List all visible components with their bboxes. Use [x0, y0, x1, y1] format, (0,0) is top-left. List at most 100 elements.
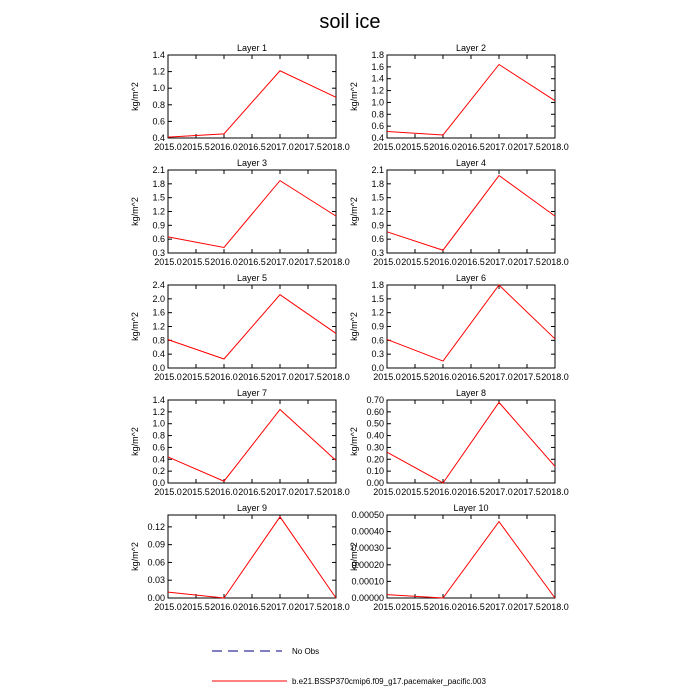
panel-9-ytick-label: 0.06	[147, 557, 165, 567]
panel-4-xtick-label: 2016.0	[429, 257, 457, 267]
panel-3-ytick-label: 2.1	[152, 165, 165, 175]
panel-9-ytick-label: 0.00	[147, 593, 165, 603]
panel-2-ylabel: kg/m^2	[349, 82, 359, 111]
panel-6-frame	[386, 284, 556, 369]
panel-10-xtick-label: 2015.0	[373, 602, 401, 612]
panel-1-series-line	[167, 70, 337, 138]
panel-9-xtick-label: 2018.0	[322, 602, 350, 612]
panel-5-xtick-label: 2015.5	[182, 372, 210, 382]
panel-10-ytick-label: 0.00050	[351, 510, 384, 520]
panel-4-title: Layer 4	[456, 158, 486, 168]
panel-1-frame	[167, 54, 337, 139]
panel-3-ytick-label: 0.9	[152, 220, 165, 230]
panel-2-ytick-label: 1.2	[371, 86, 384, 96]
panel-2-title: Layer 2	[456, 43, 486, 53]
panel-9-series-line	[167, 515, 337, 599]
panel-4-ytick-label: 0.3	[371, 248, 384, 258]
panel-5-ytick-label: 0.8	[152, 335, 165, 345]
panel-4-ytick-label: 0.6	[371, 234, 384, 244]
panel-8-ytick-label: 0.70	[366, 395, 384, 405]
panel-7-xtick-label: 2015.5	[182, 487, 210, 497]
panel-9-ytick-label: 0.12	[147, 522, 165, 532]
panel-7-ytick-label: 0.4	[152, 454, 165, 464]
panel-10-xtick-label: 2016.0	[429, 602, 457, 612]
panel-2-xtick-label: 2015.0	[373, 142, 401, 152]
panel-5-series-line	[167, 294, 337, 360]
panel-5-xtick-label: 2016.0	[210, 372, 238, 382]
panel-5-xtick-label: 2016.5	[238, 372, 266, 382]
panel-3-xtick-label: 2017.0	[266, 257, 294, 267]
panel-9-ylabel: kg/m^2	[130, 542, 140, 571]
panel-10-xtick-label: 2018.0	[541, 602, 569, 612]
figure-title: soil ice	[319, 11, 380, 33]
panel-7-ytick-label: 1.2	[152, 407, 165, 417]
panel-1-xtick-label: 2017.5	[294, 142, 322, 152]
panel-1-xtick-label: 2016.5	[238, 142, 266, 152]
panel-6-series-line	[386, 284, 556, 362]
panel-3-title: Layer 3	[237, 158, 267, 168]
panel-3-xtick-label: 2016.0	[210, 257, 238, 267]
panel-6-title: Layer 6	[456, 273, 486, 283]
panel-5-ytick-label: 2.4	[152, 280, 165, 290]
panel-5-ytick-label: 1.2	[152, 322, 165, 332]
panel-3-xtick-label: 2016.5	[238, 257, 266, 267]
legend-model-label: b.e21.BSSP370cmip6.f09_g17.pacemaker_pac…	[292, 677, 486, 686]
panel-6-ytick-label: 1.2	[371, 308, 384, 318]
panel-7-series-line	[167, 408, 337, 482]
panel-10-xtick-label: 2017.5	[513, 602, 541, 612]
panel-6-xtick-label: 2015.5	[401, 372, 429, 382]
panel-7-ylabel: kg/m^2	[130, 427, 140, 456]
panel-6-xtick-label: 2017.0	[485, 372, 513, 382]
panel-1-xtick-label: 2016.0	[210, 142, 238, 152]
panel-10-xtick-label: 2016.5	[457, 602, 485, 612]
panel-3-ytick-label: 1.8	[152, 179, 165, 189]
panel-2-ytick-label: 1.8	[371, 50, 384, 60]
panel-9-ytick-label: 0.03	[147, 575, 165, 585]
panel-2-ytick-label: 1.0	[371, 97, 384, 107]
panel-6-ytick-label: 0.6	[371, 335, 384, 345]
panel-8-xtick-label: 2017.0	[485, 487, 513, 497]
panel-5-ytick-label: 0.0	[152, 363, 165, 373]
panel-3-series-line	[167, 179, 337, 249]
panel-7-ytick-label: 0.2	[152, 466, 165, 476]
panel-7-xtick-label: 2015.0	[154, 487, 182, 497]
panel-5-xtick-label: 2015.0	[154, 372, 182, 382]
panel-3-xtick-label: 2017.5	[294, 257, 322, 267]
panel-4-ytick-label: 1.8	[371, 179, 384, 189]
panel-9-xtick-label: 2016.0	[210, 602, 238, 612]
panel-1-ytick-label: 0.4	[152, 133, 165, 143]
panel-6-ytick-label: 0.0	[371, 363, 384, 373]
panel-8-ylabel: kg/m^2	[349, 427, 359, 456]
panel-2-ytick-label: 0.4	[371, 133, 384, 143]
panel-4-xtick-label: 2018.0	[541, 257, 569, 267]
panel-5-ytick-label: 0.4	[152, 349, 165, 359]
panel-10-xtick-label: 2017.0	[485, 602, 513, 612]
panel-4-xtick-label: 2017.5	[513, 257, 541, 267]
panel-1-title: Layer 1	[237, 43, 267, 53]
panel-10-ytick-label: 0.00010	[351, 576, 384, 586]
panel-3-xtick-label: 2015.5	[182, 257, 210, 267]
panel-7-xtick-label: 2017.5	[294, 487, 322, 497]
panel-3-ytick-label: 1.5	[152, 193, 165, 203]
panel-4-ytick-label: 1.5	[371, 193, 384, 203]
panel-4-xtick-label: 2015.0	[373, 257, 401, 267]
panel-10-title: Layer 10	[453, 503, 488, 513]
panel-3-xtick-label: 2018.0	[322, 257, 350, 267]
panel-7-ytick-label: 1.4	[152, 395, 165, 405]
panel-10-xtick-label: 2015.5	[401, 602, 429, 612]
panel-1-ytick-label: 1.0	[152, 83, 165, 93]
panel-2-xtick-label: 2015.5	[401, 142, 429, 152]
panel-5-title: Layer 5	[237, 273, 267, 283]
panel-7-xtick-label: 2017.0	[266, 487, 294, 497]
panel-10-frame	[386, 514, 556, 599]
panel-5-xtick-label: 2017.0	[266, 372, 294, 382]
panel-4-xtick-label: 2016.5	[457, 257, 485, 267]
